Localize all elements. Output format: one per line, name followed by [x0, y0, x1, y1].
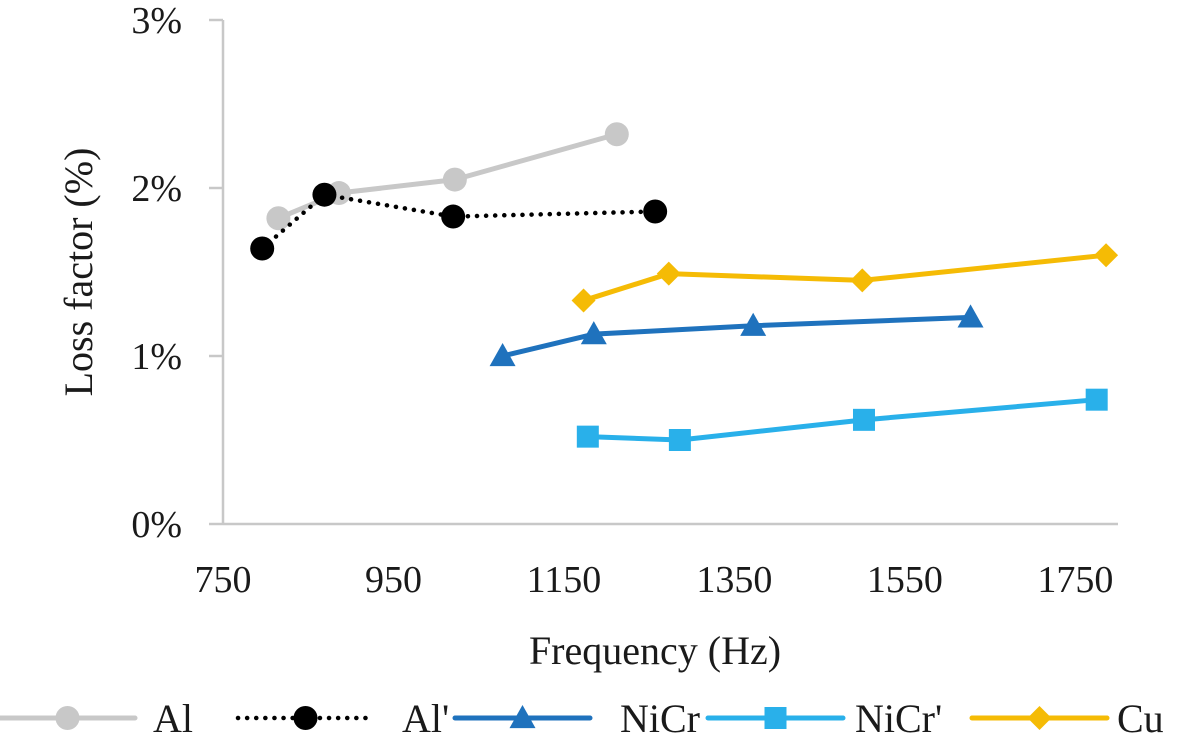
legend-item: Al — [0, 696, 193, 741]
data-point — [312, 182, 337, 207]
data-point — [740, 312, 767, 336]
series-line — [581, 252, 1109, 304]
data-point — [643, 199, 668, 224]
legend-label: Al' — [402, 696, 449, 741]
data-point — [489, 343, 516, 367]
legend-item: Cu — [969, 696, 1164, 741]
series-layer — [250, 122, 1119, 451]
data-point — [668, 429, 691, 451]
data-point — [441, 204, 466, 229]
series-4 — [571, 243, 1119, 313]
data-point — [442, 167, 467, 192]
data-point — [576, 425, 599, 448]
series-line — [500, 314, 974, 359]
data-point — [1085, 388, 1108, 411]
x-tick-labels: 750 950 1150 1350 1550 1750 — [195, 559, 1114, 601]
data-point — [656, 261, 681, 286]
x-axis-title: Frequency (Hz) — [529, 628, 781, 673]
data-point — [266, 206, 291, 231]
x-tick-label: 1350 — [696, 559, 772, 601]
y-tick-label: 0% — [131, 504, 182, 546]
x-tick-label: 750 — [195, 559, 252, 601]
series-1 — [250, 182, 668, 261]
legend-item: NiCr — [452, 696, 700, 741]
legend-label: Al — [153, 696, 193, 741]
legend-label: Cu — [1117, 696, 1164, 741]
data-point — [957, 304, 984, 328]
series-line — [259, 192, 658, 251]
legend-label: NiCr' — [855, 696, 942, 741]
x-tick-label: 950 — [365, 559, 422, 601]
series-3 — [576, 388, 1108, 451]
data-point — [571, 288, 596, 313]
legend-marker — [293, 706, 318, 730]
chart-axes — [209, 18, 1118, 526]
legend: Al Al' NiCr NiCr' Cu — [0, 696, 1164, 741]
legend-marker — [764, 707, 787, 729]
data-point — [580, 321, 607, 345]
x-tick-label: 1150 — [527, 559, 602, 601]
y-tick-label: 3% — [131, 0, 182, 42]
legend-item: Al' — [235, 696, 449, 741]
legend-marker — [55, 706, 80, 730]
data-point — [1094, 243, 1119, 268]
y-tick-labels: 0% 1% 2% 3% — [131, 0, 182, 546]
series-line — [585, 397, 1100, 443]
legend-label: NiCr — [620, 696, 700, 741]
legend-marker — [509, 705, 536, 729]
legend-item: NiCr' — [705, 696, 942, 741]
y-tick-label: 1% — [131, 336, 182, 378]
data-point — [250, 236, 275, 261]
data-point — [850, 268, 875, 293]
x-tick-label: 1750 — [1037, 559, 1113, 601]
y-axis-title: Loss factor (%) — [56, 148, 101, 397]
x-tick-label: 1550 — [867, 559, 943, 601]
data-point — [852, 408, 875, 431]
y-tick-label: 2% — [131, 168, 182, 210]
data-point — [604, 122, 629, 147]
legend-marker — [1027, 706, 1052, 730]
series-2 — [489, 304, 984, 367]
